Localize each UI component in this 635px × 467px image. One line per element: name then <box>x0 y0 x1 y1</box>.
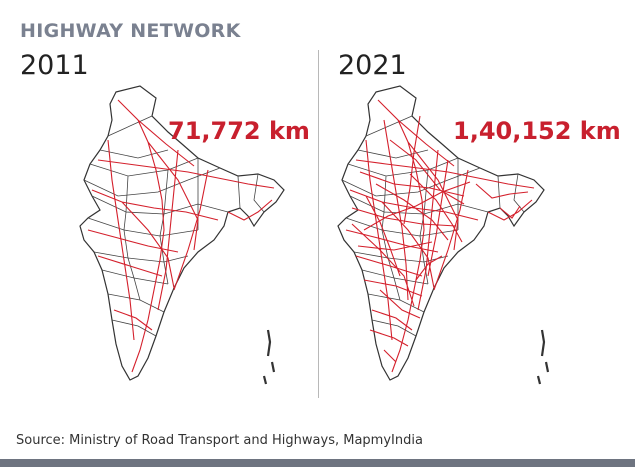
highway-lines <box>87 99 275 373</box>
india-map-2011 <box>78 80 288 398</box>
source-note: Source: Ministry of Road Transport and H… <box>16 433 423 448</box>
island-dots <box>262 329 276 385</box>
island-dots <box>536 329 550 385</box>
highway-length-2011: 71,772 km <box>168 117 310 145</box>
year-label-2011: 2011 <box>20 50 89 81</box>
state-borders <box>83 115 265 337</box>
page-title: HIGHWAY NETWORK <box>20 20 241 42</box>
bottom-bar <box>0 459 635 467</box>
india-map-2011-svg <box>79 85 285 385</box>
india-map-2021-svg <box>337 85 550 385</box>
year-label-2021: 2021 <box>338 50 407 81</box>
highway-lines <box>345 99 535 373</box>
highway-length-2021: 1,40,152 km <box>453 117 621 145</box>
panel-divider <box>318 50 319 398</box>
india-map-2021 <box>318 80 558 398</box>
